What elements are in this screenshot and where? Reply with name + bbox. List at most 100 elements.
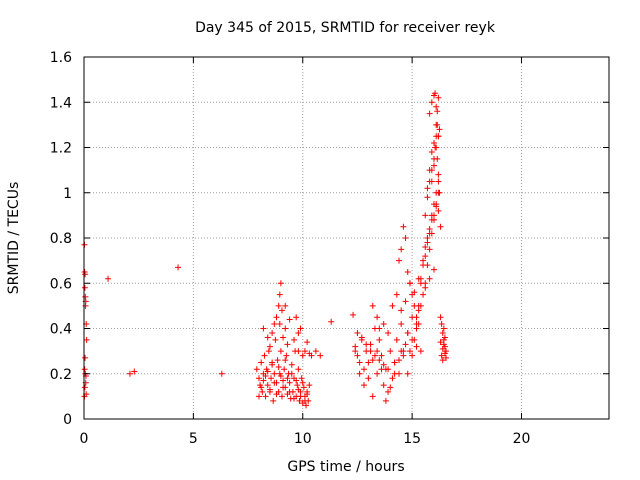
x-axis-label: GPS time / hours xyxy=(287,459,404,475)
data-point xyxy=(426,275,433,282)
data-point xyxy=(434,155,441,162)
data-point xyxy=(439,357,446,364)
data-point xyxy=(378,366,385,373)
data-point xyxy=(369,357,376,364)
data-point xyxy=(422,212,429,219)
data-point xyxy=(354,352,361,359)
data-point xyxy=(293,314,300,321)
data-points xyxy=(81,90,450,409)
data-point xyxy=(264,368,271,375)
data-point xyxy=(288,361,295,368)
data-point xyxy=(286,379,293,386)
data-point xyxy=(398,348,405,355)
data-point xyxy=(374,370,381,377)
data-point xyxy=(380,382,387,389)
chart-title: Day 345 of 2015, SRMTID for receiver rey… xyxy=(195,20,496,36)
axes-ticks: 0 5 10 15 20 0 0.2 0.4 0.6 0.8 1 1.2 1.4 1.6 xyxy=(50,50,609,447)
x-tick-label: 15 xyxy=(403,431,421,447)
x-tick-label: 10 xyxy=(294,431,312,447)
data-point xyxy=(291,336,297,343)
data-point xyxy=(398,307,405,314)
data-point xyxy=(431,216,437,223)
data-point xyxy=(299,352,306,359)
data-point xyxy=(424,185,431,192)
y-tick-label: 0 xyxy=(63,412,72,428)
data-point xyxy=(266,386,273,393)
data-point xyxy=(296,397,303,404)
data-point xyxy=(434,108,441,115)
data-point xyxy=(295,348,302,355)
data-point xyxy=(404,268,411,275)
data-point xyxy=(83,336,90,343)
data-point xyxy=(409,336,416,343)
data-point xyxy=(438,320,445,327)
data-point xyxy=(426,167,433,174)
data-point xyxy=(282,302,289,309)
data-point xyxy=(268,375,275,382)
data-point xyxy=(413,343,420,350)
data-point xyxy=(275,363,282,370)
data-point xyxy=(402,298,409,305)
data-point xyxy=(261,352,268,359)
data-point xyxy=(271,320,278,327)
data-point xyxy=(271,370,278,377)
data-point xyxy=(385,388,392,395)
data-point xyxy=(278,393,285,400)
data-point xyxy=(435,171,442,178)
data-point xyxy=(259,388,266,395)
data-point xyxy=(438,352,445,359)
data-point xyxy=(420,291,427,298)
data-point xyxy=(371,352,378,359)
data-point xyxy=(284,341,291,348)
data-point xyxy=(435,207,442,214)
data-point xyxy=(300,384,307,391)
data-point xyxy=(434,121,441,128)
data-point xyxy=(404,370,411,377)
data-point xyxy=(299,379,306,386)
data-point xyxy=(437,339,444,346)
data-point xyxy=(441,350,448,357)
data-point xyxy=(378,352,385,359)
data-point xyxy=(218,370,225,377)
data-point xyxy=(295,386,302,393)
data-point xyxy=(439,330,446,337)
data-point xyxy=(258,359,265,366)
data-point xyxy=(391,370,398,377)
data-point xyxy=(441,334,448,341)
data-point xyxy=(312,348,319,355)
data-point xyxy=(387,384,394,391)
data-point xyxy=(422,253,429,260)
data-point xyxy=(282,357,289,364)
data-point xyxy=(385,330,392,337)
data-point xyxy=(294,382,301,389)
data-point xyxy=(402,341,409,348)
data-point xyxy=(363,341,370,348)
data-point xyxy=(131,368,138,375)
data-point xyxy=(82,271,89,278)
data-point xyxy=(264,382,271,389)
data-point xyxy=(437,223,444,230)
data-point xyxy=(270,397,277,404)
y-tick-label: 0.8 xyxy=(50,231,72,247)
data-point xyxy=(266,343,273,350)
data-point xyxy=(274,357,281,364)
data-point xyxy=(417,348,424,355)
data-point xyxy=(431,139,437,146)
data-point xyxy=(417,302,424,309)
data-point xyxy=(432,144,439,151)
data-point xyxy=(277,373,284,380)
data-point xyxy=(356,370,363,377)
y-tick-label: 1.4 xyxy=(50,95,72,111)
data-point xyxy=(328,318,335,325)
data-point xyxy=(280,377,287,384)
data-point xyxy=(276,320,283,327)
data-point xyxy=(256,393,262,400)
y-tick-label: 0.4 xyxy=(50,322,72,338)
data-point xyxy=(374,314,381,321)
data-point xyxy=(393,336,400,343)
data-point xyxy=(389,302,396,309)
data-point xyxy=(433,133,440,140)
data-point xyxy=(417,275,424,282)
data-point xyxy=(382,397,389,404)
data-point xyxy=(435,94,442,101)
